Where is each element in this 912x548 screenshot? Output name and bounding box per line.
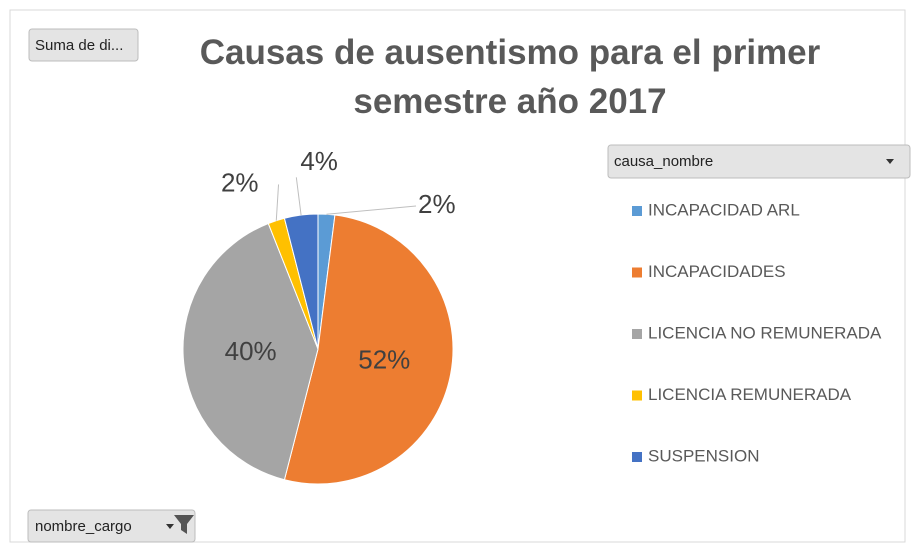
leader-line — [295, 177, 302, 216]
pie-slice — [283, 214, 454, 485]
dropdown-arrow — [886, 159, 894, 164]
data-label: 2% — [418, 189, 456, 219]
legend-label: INCAPACIDAD ARL — [648, 200, 800, 219]
legend-field-button[interactable]: causa_nombre — [607, 144, 911, 179]
legend-swatch — [632, 452, 642, 462]
legend-label: LICENCIA NO REMUNERADA — [648, 323, 882, 342]
legend-swatch — [632, 267, 642, 278]
title-line: semestre año 2017 — [353, 82, 666, 121]
pie-slice — [182, 222, 319, 481]
title-line: Causas de ausentismo para el primer — [200, 33, 821, 72]
chart-title: semestre año 2017 — [353, 82, 666, 121]
legend-label: INCAPACIDADES — [648, 262, 786, 281]
axis-field-button[interactable]: nombre_cargo — [27, 509, 196, 543]
button-label: Suma de di... — [35, 37, 123, 54]
leader-line — [275, 184, 280, 221]
pie: 2% 52% 40% 2% 4% — [182, 146, 456, 485]
dropdown-arrow — [166, 524, 174, 529]
data-label: 4% — [300, 146, 338, 176]
legend-swatch — [632, 390, 642, 401]
legend: INCAPACIDAD ARL INCAPACIDADES LICENCIA NO … — [632, 200, 882, 465]
button-label: nombre_cargo — [35, 518, 132, 535]
filter-icon — [174, 515, 194, 534]
button-label: causa_nombre — [614, 153, 713, 170]
button-bg — [27, 509, 196, 543]
button-bg — [607, 144, 911, 179]
button-bg — [28, 28, 139, 62]
legend-swatch — [632, 329, 642, 339]
legend-label: LICENCIA REMUNERADA — [648, 385, 852, 404]
legend-label: SUSPENSION — [648, 446, 759, 465]
leader-line — [326, 205, 417, 215]
legend-swatch — [632, 206, 642, 216]
data-label: 2% — [221, 167, 259, 197]
data-label: 52% — [358, 345, 410, 375]
chart-area — [9, 9, 906, 543]
data-label: 40% — [225, 336, 277, 366]
value-field-button[interactable]: Suma de di... — [28, 28, 139, 62]
chart-title: Causas de ausentismo para el primer — [200, 33, 821, 72]
